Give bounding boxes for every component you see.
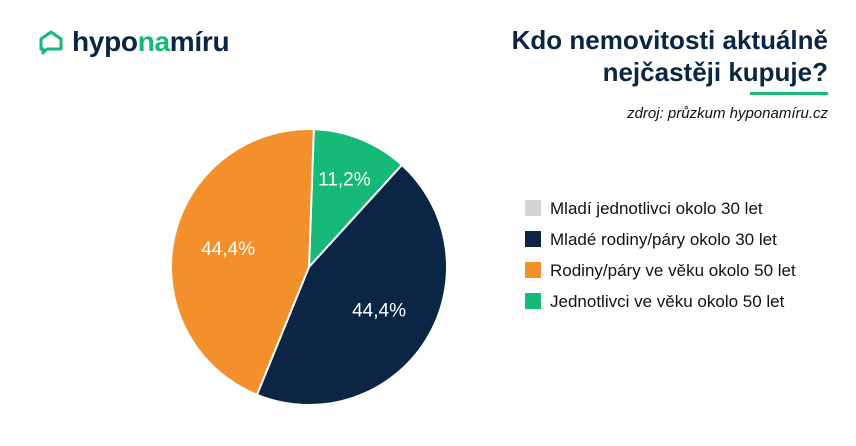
legend-label-3: Jednotlivci ve věku okolo 50 let (550, 292, 785, 311)
legend-label-1: Mladé rodiny/páry okolo 30 let (550, 230, 777, 249)
legend-label-0: Mladí jednotlivci okolo 30 let (550, 199, 763, 218)
brand-name: hyponamíru (72, 26, 230, 58)
pie-label-1: 44,4% (352, 301, 406, 322)
title-underline (750, 92, 828, 95)
brand-logo: hyponamíru (38, 26, 230, 58)
legend-item-0: Mladí jednotlivci okolo 30 let (525, 198, 835, 219)
legend-label-2: Rodiny/páry ve věku okolo 50 let (550, 261, 796, 280)
pie-label-2: 44,4% (201, 239, 255, 260)
home-chat-icon (39, 30, 63, 55)
pie-slice-2 (169, 128, 315, 397)
brand-accent: na (137, 26, 170, 57)
chart-title-line-2: nejčastěji kupuje? (602, 57, 828, 87)
brand-suffix: míru (169, 26, 230, 57)
legend-item-3: Jednotlivci ve věku okolo 50 let (525, 291, 835, 312)
legend-item-1: Mladé rodiny/páry okolo 30 let (525, 229, 835, 250)
legend-swatch-3 (525, 293, 541, 309)
legend-swatch-1 (525, 231, 541, 247)
chart-title-line-1: Kdo nemovitosti aktuálně (511, 25, 828, 55)
legend-swatch-2 (525, 262, 541, 278)
chart-source: zdroj: průzkum hyponamíru.cz (627, 105, 828, 122)
pie-label-3: 11,2% (318, 170, 371, 191)
chart-title: Kdo nemovitosti aktuálně nejčastěji kupu… (408, 24, 828, 88)
pie-slice-3 (307, 128, 404, 270)
legend-item-2: Rodiny/páry ve věku okolo 50 let (525, 260, 835, 281)
chart-legend: Mladí jednotlivci okolo 30 let Mladé rodi… (525, 198, 835, 322)
pie-slice-1 (255, 163, 448, 406)
brand-prefix: hypo (72, 26, 138, 57)
legend-swatch-0 (525, 200, 541, 216)
